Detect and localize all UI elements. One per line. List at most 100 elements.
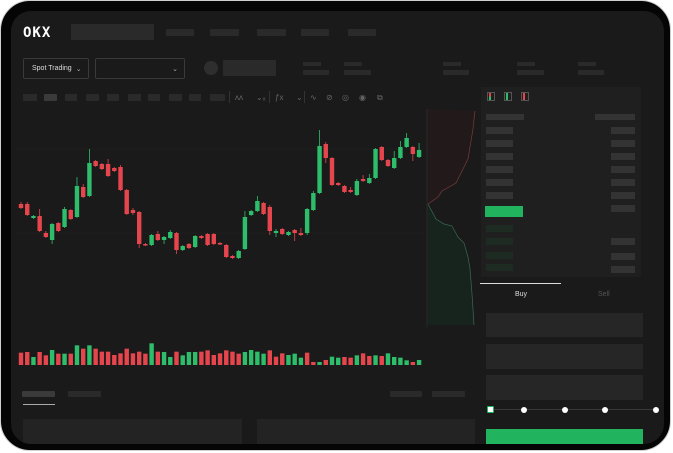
timeframe-button[interactable] [128,94,141,101]
slider-stop-25[interactable] [521,407,527,413]
assets-panel [257,419,475,444]
timeframe-button[interactable] [107,94,119,101]
bid-amount [611,253,635,260]
timeframe-button[interactable] [148,94,160,101]
volume-bar [118,353,123,365]
ask-price [486,179,513,186]
candle-body [56,223,61,231]
volume-bar [304,352,310,365]
nav-item[interactable] [210,29,239,36]
volume-bar [105,351,111,365]
candle-body [404,138,409,147]
volume-bar [136,351,142,365]
candle-body [124,190,129,214]
timeframe-button[interactable] [169,94,182,101]
candle-body [99,164,105,169]
volume-bar [410,362,416,365]
indicator-icon[interactable]: ⌄ₓ [256,93,266,102]
candle-body [410,147,416,154]
slider-stop-75[interactable] [602,407,608,413]
tab-open-orders[interactable] [22,391,55,397]
divider [269,91,270,103]
buy-submit-button[interactable] [486,429,643,444]
volume-bar [192,352,198,365]
camera-icon[interactable]: ◎ [342,93,349,102]
volume-bar [37,352,42,365]
amount-input[interactable] [486,344,643,369]
tab-sell[interactable]: Sell [598,291,610,298]
nav-item[interactable] [301,29,329,36]
price-input[interactable] [486,313,643,337]
slider-stop-50[interactable] [562,407,568,413]
volume-bar [205,350,210,365]
volume-bar [99,351,105,365]
timeframe-button[interactable] [23,94,37,101]
market-selector-label: Spot Trading [32,65,72,72]
candle-body [298,233,304,235]
volume-bar [112,355,117,365]
orderbook-both-icon[interactable] [487,92,495,101]
ask-amount [611,127,635,134]
chevron-down-icon[interactable]: ⌄ [296,93,303,102]
orderbook-bids-icon[interactable] [504,92,512,101]
volume-bar [273,356,279,365]
candle-body [379,147,384,160]
volume-bar [416,360,422,365]
filter-button[interactable] [432,391,465,397]
bid-price [486,264,513,271]
volume-bar [161,352,167,365]
market-selector-button[interactable]: Spot Trading ⌄ [23,58,89,79]
volume-bar [180,355,185,365]
candle-body [248,211,254,215]
candle-body [180,246,185,250]
percent-slider-track[interactable] [491,409,656,410]
candle-body [68,210,73,219]
volume-bar [18,352,24,365]
stat-value [517,70,544,75]
ruler-icon[interactable]: ⊘ [326,93,333,102]
slider-stop-100[interactable] [653,407,659,413]
search-bar[interactable] [71,24,154,40]
trend-line-icon[interactable]: ∿ [310,93,317,102]
indicator-icon[interactable]: ᴧᴧ [235,93,243,102]
divider [229,91,230,103]
candle-body [311,193,316,210]
timeframe-button[interactable] [86,94,99,101]
tab-order-history[interactable] [68,391,101,397]
candle-body [304,209,310,233]
candle-body [112,168,117,171]
bid-amount [611,238,635,245]
nav-item[interactable] [166,29,194,36]
orderbook-asks-icon[interactable] [521,92,529,101]
candle-body [87,163,92,196]
percent-slider-handle[interactable] [487,406,494,413]
divider [304,91,305,103]
timeframe-button[interactable] [210,94,225,101]
nav-item[interactable] [348,29,376,36]
candle-body [416,150,422,157]
timeframe-button[interactable] [65,94,77,101]
ask-amount [611,192,635,199]
volume-bar [43,355,49,365]
volume-bar [385,353,391,365]
candlestick-chart[interactable] [16,109,426,371]
pair-dropdown[interactable]: ⌄ [95,58,185,79]
settings-icon[interactable]: ◉ [359,93,366,102]
tab-buy[interactable]: Buy [515,291,528,298]
candle-body [161,237,167,240]
bid-price [486,225,513,232]
okx-logo[interactable]: OKX [23,25,52,41]
volume-bar [323,360,328,365]
stat-label [443,62,461,66]
filter-button[interactable] [390,391,422,397]
nav-item[interactable] [257,29,286,36]
volume-bar [373,355,378,365]
fullscreen-icon[interactable]: ⧉ [377,93,383,102]
total-input[interactable] [486,375,643,400]
volume-bar [56,353,61,365]
timeframe-button-active[interactable] [44,94,57,101]
formula-icon[interactable]: ƒx [275,93,284,102]
volume-bar [87,345,92,365]
timeframe-button[interactable] [189,94,201,101]
candle-body [105,164,111,176]
